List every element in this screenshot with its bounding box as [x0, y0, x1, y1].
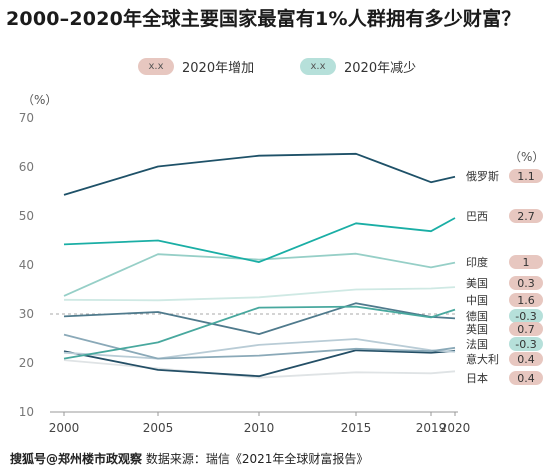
x-tick-label: 2015 [341, 421, 372, 435]
change-pill-1 [509, 209, 543, 223]
legend-decrease-label: 2020年减少 [344, 60, 417, 76]
y-axis-unit: （%） [22, 93, 57, 107]
legend-increase-swatch: x.x [138, 57, 174, 75]
change-value-1: 2.7 [517, 210, 535, 223]
country-label-2: 印度 [466, 255, 488, 269]
change-pill-7 [509, 337, 543, 351]
change-value-0: 1.1 [517, 170, 535, 183]
legend-increase-label: 2020年增加 [182, 60, 255, 76]
country-label-3: 美国 [466, 277, 488, 290]
y-tick-label: 20 [19, 356, 34, 370]
x-tick-label: 2019 [416, 421, 447, 435]
y-tick-label: 30 [19, 307, 34, 321]
change-value-7: -0.3 [515, 338, 536, 351]
source-text: 数据来源：瑞信《2021年全球财富报告》 [145, 452, 369, 466]
change-value-3: 0.3 [517, 277, 535, 290]
x-tick-label: 2020 [440, 421, 471, 435]
legend-increase: x.x 2020年增加 [138, 56, 254, 76]
change-pill-8 [509, 352, 543, 366]
series-line-1 [63, 217, 456, 264]
change-value-5: -0.3 [515, 310, 536, 323]
x-tick-label: 2000 [49, 421, 80, 435]
country-label-8: 意大利 [466, 352, 499, 366]
country-label-6: 英国 [466, 322, 488, 336]
change-value-8: 0.4 [517, 353, 535, 366]
x-tick-label: 2010 [244, 421, 275, 435]
legend-decrease-swatch: x.x [300, 57, 336, 75]
change-pill-2 [509, 255, 543, 269]
country-label-5: 德国 [466, 309, 488, 323]
series-line-0 [63, 152, 456, 196]
source-note: 搜狐号@郑州楼市政观察 数据来源：瑞信《2021年全球财富报告》 [10, 450, 368, 467]
y-tick-label: 10 [19, 405, 34, 419]
country-label-4: 中国 [466, 294, 488, 307]
change-pill-0 [509, 169, 543, 183]
change-value-6: 0.7 [517, 323, 535, 336]
chart-title: 2000–2020年全球主要国家最富有1%人群拥有多少财富？ [6, 8, 521, 30]
series-line-3 [63, 286, 456, 302]
change-pill-9 [509, 371, 543, 385]
series-line-6 [63, 333, 456, 360]
change-value-9: 0.4 [517, 372, 535, 385]
country-label-0: 俄罗斯 [466, 170, 499, 183]
y-tick-label: 60 [19, 160, 34, 174]
country-label-7: 法国 [466, 337, 488, 351]
series-line-2 [63, 252, 456, 297]
series-line-5 [63, 302, 456, 336]
change-pill-4 [509, 293, 543, 307]
x-tick-label: 2005 [143, 421, 174, 435]
country-label-9: 日本 [466, 371, 488, 385]
y-tick-label: 70 [19, 111, 34, 125]
legend-decrease: x.x 2020年减少 [300, 56, 416, 76]
change-value-2: 1 [523, 256, 530, 269]
series-line-8 [63, 349, 456, 378]
country-label-1: 巴西 [466, 210, 488, 223]
series-line-4 [63, 305, 456, 360]
source-platform: 搜狐号@郑州楼市政观察 [10, 452, 143, 466]
change-pill-3 [509, 276, 543, 290]
right-unit-label: （%） [509, 150, 544, 164]
change-pill-5 [509, 309, 543, 323]
y-tick-label: 50 [19, 209, 34, 223]
y-tick-label: 40 [19, 258, 34, 272]
change-value-4: 1.6 [517, 294, 535, 307]
change-pill-6 [509, 322, 543, 336]
